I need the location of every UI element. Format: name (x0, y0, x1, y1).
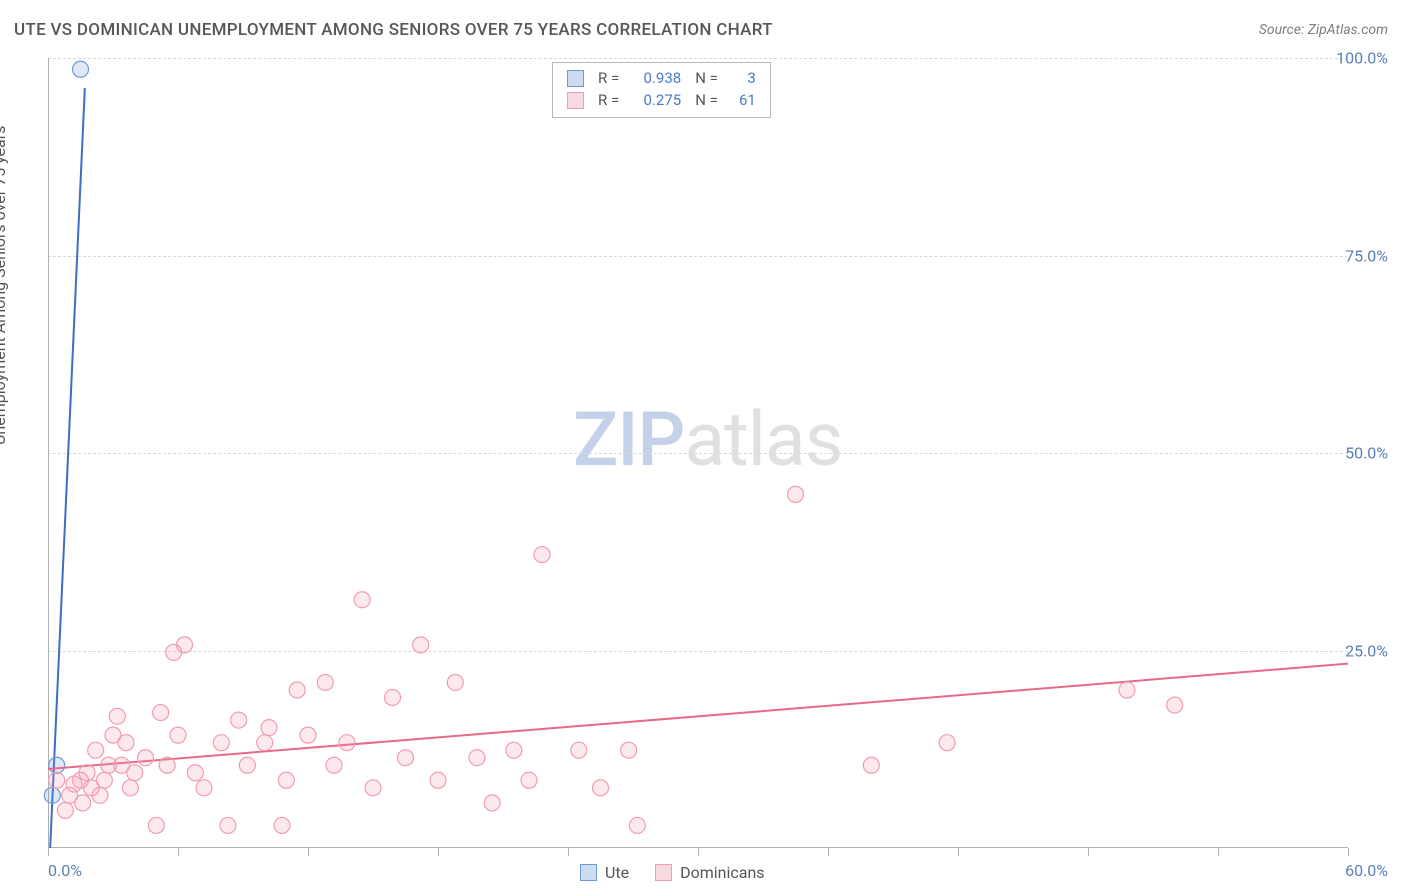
chart-title: UTE VS DOMINICAN UNEMPLOYMENT AMONG SENI… (14, 20, 773, 40)
data-point (138, 750, 154, 766)
data-point (484, 795, 500, 811)
data-point (788, 486, 804, 502)
data-point (447, 674, 463, 690)
x-tick (958, 848, 959, 856)
data-point (1167, 697, 1183, 713)
data-point (187, 765, 203, 781)
data-point (75, 795, 91, 811)
scatter-plot (48, 58, 1348, 848)
x-tick (1348, 848, 1349, 856)
swatch-dominicans (567, 92, 584, 109)
data-point (220, 817, 236, 833)
data-point (213, 735, 229, 751)
data-point (49, 757, 65, 773)
data-point (521, 772, 537, 788)
data-point (49, 772, 65, 788)
data-point (469, 750, 485, 766)
data-point (261, 720, 277, 736)
data-point (118, 735, 134, 751)
data-point (96, 772, 112, 788)
data-point (148, 817, 164, 833)
correlation-legend: R = 0.938 N = 3 R = 0.275 N = 61 (552, 62, 771, 118)
data-point (354, 592, 370, 608)
data-point (398, 750, 414, 766)
y-tick-label: 25.0% (1345, 641, 1388, 660)
x-tick (438, 848, 439, 856)
source-credit: Source: ZipAtlas.com (1259, 22, 1388, 38)
data-point (159, 757, 175, 773)
data-point (629, 817, 645, 833)
data-point (73, 61, 89, 77)
data-point (239, 757, 255, 773)
data-point (365, 780, 381, 796)
series-legend: Ute Dominicans (580, 863, 765, 882)
data-point (92, 787, 108, 803)
data-point (1119, 682, 1135, 698)
data-point (289, 682, 305, 698)
swatch-ute-icon (580, 864, 597, 881)
data-point (170, 727, 186, 743)
data-point (317, 674, 333, 690)
data-point (127, 765, 143, 781)
data-point (231, 712, 247, 728)
data-point (571, 742, 587, 758)
data-point (88, 742, 104, 758)
data-point (939, 735, 955, 751)
data-point (79, 765, 95, 781)
y-tick-label: 75.0% (1345, 246, 1388, 265)
data-point (534, 547, 550, 563)
data-point (257, 735, 273, 751)
y-tick-label: 50.0% (1345, 444, 1388, 463)
x-tick (308, 848, 309, 856)
legend-item-dominicans: Dominicans (655, 863, 764, 882)
data-point (621, 742, 637, 758)
data-point (109, 708, 125, 724)
data-point (593, 780, 609, 796)
x-tick (178, 848, 179, 856)
x-tick (828, 848, 829, 856)
data-point (339, 735, 355, 751)
legend-row-dominicans: R = 0.275 N = 61 (567, 89, 756, 111)
x-axis-min-label: 0.0% (48, 861, 82, 880)
data-point (430, 772, 446, 788)
data-point (196, 780, 212, 796)
x-tick (1088, 848, 1089, 856)
data-point (385, 690, 401, 706)
data-point (506, 742, 522, 758)
data-point (44, 787, 60, 803)
data-point (413, 637, 429, 653)
legend-row-ute: R = 0.938 N = 3 (567, 67, 756, 89)
y-axis-title: Unemployment Among Seniors over 75 years (0, 126, 9, 445)
data-point (57, 802, 73, 818)
data-point (274, 817, 290, 833)
x-tick (1218, 848, 1219, 856)
swatch-dominicans-icon (655, 864, 672, 881)
data-point (300, 727, 316, 743)
legend-item-ute: Ute (580, 863, 629, 882)
x-tick (568, 848, 569, 856)
x-tick (698, 848, 699, 856)
data-point (278, 772, 294, 788)
x-tick (48, 848, 49, 856)
swatch-ute (567, 70, 584, 87)
data-point (122, 780, 138, 796)
data-point (153, 705, 169, 721)
x-axis-max-label: 60.0% (1345, 861, 1388, 880)
data-point (863, 757, 879, 773)
data-point (177, 637, 193, 653)
trend-line-ute (50, 88, 85, 848)
data-point (326, 757, 342, 773)
y-tick-label: 100.0% (1336, 49, 1388, 68)
